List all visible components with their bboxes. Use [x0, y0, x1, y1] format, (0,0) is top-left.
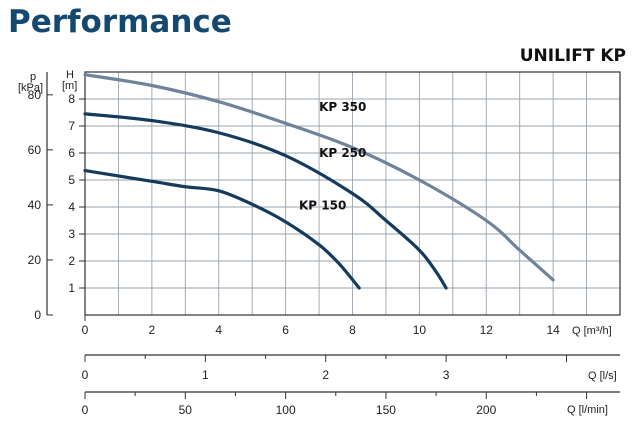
x-tick-label: 2 — [149, 323, 156, 337]
curve-kp-150 — [83, 168, 361, 290]
p-tick-label: 80 — [28, 88, 42, 102]
product-name: UNILIFT KP — [519, 46, 626, 66]
x-tick-label: 12 — [480, 323, 494, 337]
h-tick-label: 8 — [68, 92, 75, 106]
h-tick-label: 1 — [68, 281, 75, 295]
h-tick-label: 5 — [68, 173, 75, 187]
lmin-tick-label: 50 — [179, 403, 193, 417]
h-tick-label: 3 — [68, 227, 75, 241]
x-tick-label: 6 — [282, 323, 289, 337]
plot-frame — [84, 71, 621, 316]
curve-label-kp-350: KP 350 — [319, 100, 366, 114]
h-tick-label: 7 — [68, 119, 75, 133]
x-axis-label-lmin: Q [l/min] — [567, 404, 608, 416]
p-tick-label: 20 — [28, 253, 42, 267]
curve-label-kp-150: KP 150 — [299, 199, 346, 213]
ls-tick-label: 1 — [202, 368, 209, 382]
page-title: Performance — [8, 4, 232, 40]
curve-kp-250 — [83, 112, 448, 290]
ls-tick-label: 2 — [322, 368, 329, 382]
lmin-tick-label: 0 — [82, 403, 89, 417]
p-tick-label: 40 — [28, 198, 42, 212]
lmin-tick-label: 100 — [276, 403, 296, 417]
lmin-tick-label: 200 — [476, 403, 496, 417]
x-tick-label: 0 — [82, 323, 89, 337]
curve-kp-350 — [83, 73, 555, 282]
x-axis-label-m3h: Q [m³/h] — [572, 325, 612, 337]
p-tick-label: 60 — [28, 143, 42, 157]
x-tick-label: 10 — [413, 323, 427, 337]
p-tick-label: 0 — [34, 308, 41, 322]
curve-label-kp-250: KP 250 — [319, 146, 366, 160]
h-tick-label: 6 — [68, 146, 75, 160]
h-tick-label: 4 — [68, 200, 75, 214]
p-axis-label-unit: [kPa] — [18, 82, 43, 94]
h-tick-label: 2 — [68, 254, 75, 268]
chart-curves — [83, 73, 555, 290]
h-axis-label-name: H — [66, 69, 74, 81]
ls-tick-label: 0 — [82, 368, 89, 382]
p-axis-label-name: p — [30, 71, 36, 83]
h-axis-label-unit: [m] — [62, 80, 77, 92]
lmin-tick-label: 150 — [376, 403, 396, 417]
ls-tick-label: 3 — [443, 368, 450, 382]
chart-labels: KP 350 KP 250 KP 150 — [299, 100, 366, 213]
x-axis-label-ls: Q [l/s] — [588, 370, 617, 382]
x-tick-label: 8 — [349, 323, 356, 337]
x-tick-label: 4 — [215, 323, 222, 337]
x-tick-label: 14 — [546, 323, 560, 337]
